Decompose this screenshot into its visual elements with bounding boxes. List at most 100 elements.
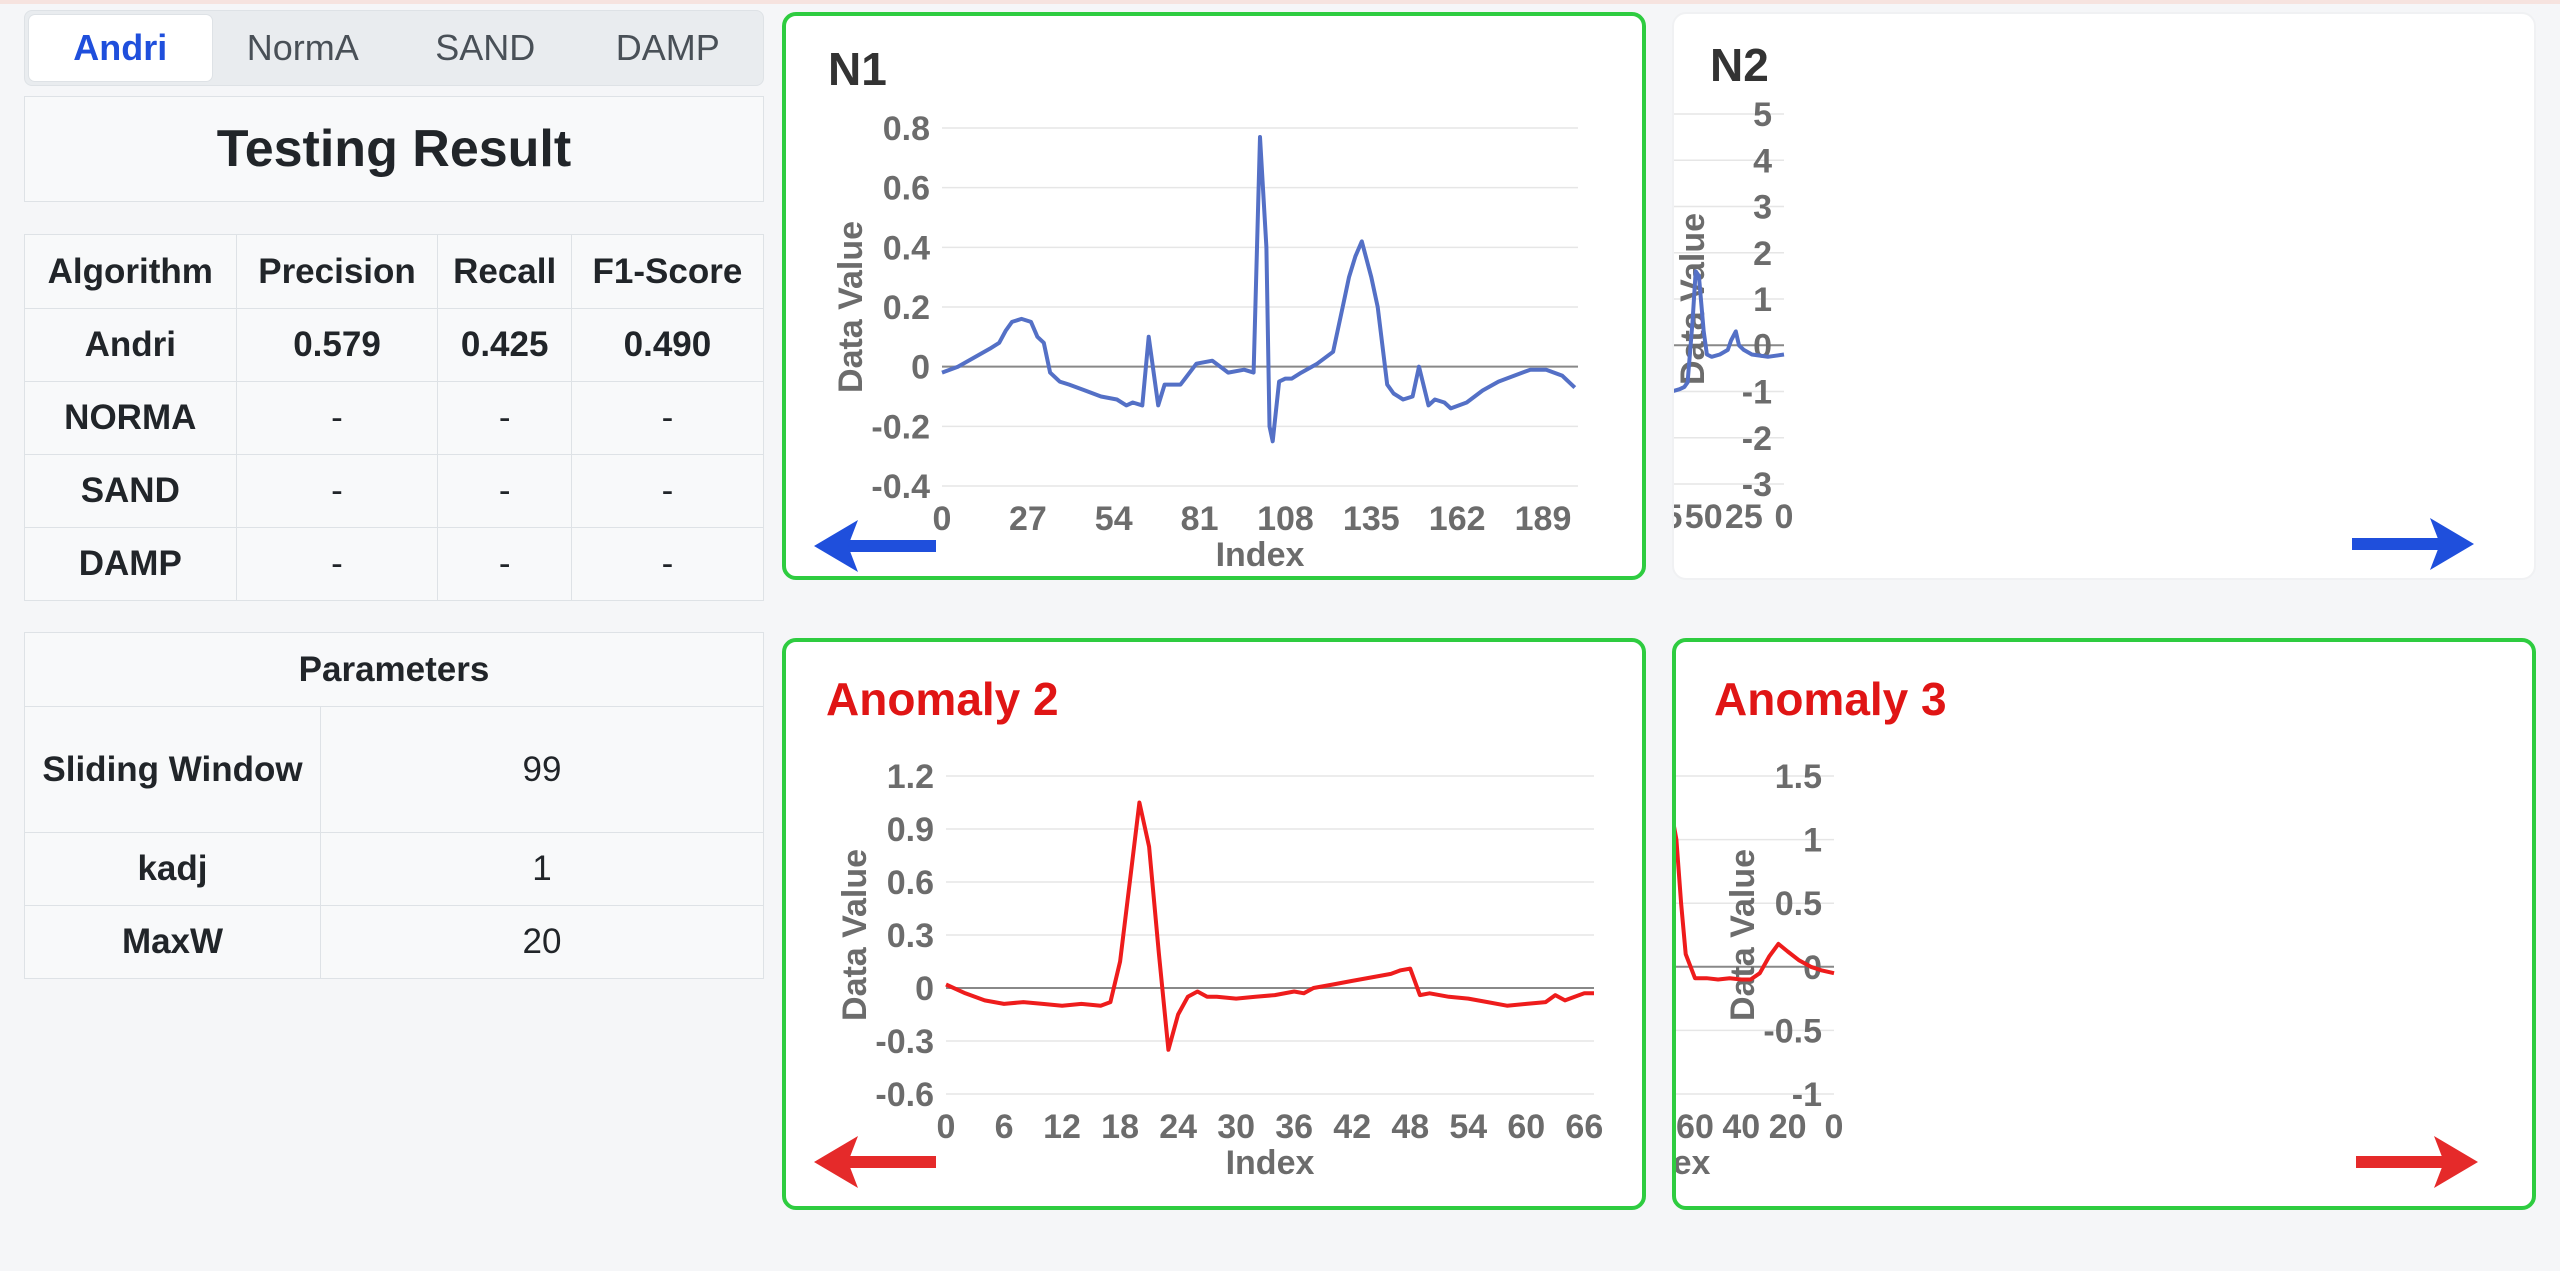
y-tick-label: 3 [1753,189,1772,227]
recall-value: - [437,454,572,528]
x-tick-label: 81 [1181,500,1219,538]
parameters-header-row: Parameters [24,632,764,707]
y-tick-label: 5 [1753,96,1772,134]
x-tick-label: 66 [1565,1108,1603,1146]
x-tick-label: 0 [1825,1108,1844,1146]
recall-value: - [437,527,572,601]
y-tick-label: 0 [911,349,930,387]
y-tick-label: 1.5 [1775,758,1822,796]
tab-sand[interactable]: SAND [435,27,536,68]
y-tick-label: -0.3 [875,1023,934,1061]
table-row: SAND - - - [24,454,765,528]
x-tick-label: 75 [1674,498,1682,536]
header-f1-score: F1-Score [570,234,765,309]
metrics-table: Algorithm Precision Recall F1-Score Andr… [24,234,765,601]
x-tick-label: 25 [1725,498,1763,536]
param-name: MaxW [24,905,321,979]
y-axis-label: Data Value [836,849,874,1021]
f1-score-value: - [570,527,765,601]
y-tick-label: 0.8 [883,110,930,148]
metrics-header-row: Algorithm Precision Recall F1-Score [24,234,765,309]
precision-value: - [235,527,439,601]
tab-norma[interactable]: NormA [246,27,359,68]
table-row: NORMA - - - [24,381,765,455]
chart-title-anomaly-3: Anomaly 3 [1714,673,1947,725]
x-tick-label: 18 [1101,1108,1139,1146]
param-name: Sliding Window [24,706,321,833]
y-tick-label: -0.6 [875,1076,934,1114]
x-tick-label: 0 [933,500,952,538]
f1-score-value: - [570,381,765,455]
chart-title-anomaly-2: Anomaly 2 [826,673,1059,725]
tab-andri[interactable]: Andri [29,15,212,81]
y-axis-label: Data Value [1724,849,1762,1021]
tab-damp[interactable]: DAMP [615,27,720,68]
y-tick-label: 4 [1753,142,1772,180]
x-axis-label: Index [1226,1144,1315,1182]
param-value: 1 [320,832,764,906]
x-tick-label: 0 [1775,498,1794,536]
chart-card-anomaly-3[interactable]: Anomaly 3 -1-0.500.511.50204060801001201… [1672,638,2536,1210]
y-tick-label: 2 [1753,235,1772,273]
arrow-left-icon[interactable] [814,520,936,572]
chart-n2: -3-2-10123450255075100125150175IndexData… [1674,96,2474,570]
x-axis-label: Index [1676,1144,1710,1182]
y-tick-label: -0.4 [871,468,930,506]
y-tick-label: 0.6 [887,864,934,902]
arrow-right-icon[interactable] [2352,518,2474,570]
series-line [945,800,1594,1052]
precision-value: 0.579 [235,308,439,382]
x-tick-label: 60 [1676,1108,1714,1146]
x-tick-label: 48 [1391,1108,1429,1146]
y-tick-label: -0.5 [1763,1012,1822,1050]
y-tick-label: 0.2 [883,289,930,327]
f1-score-value: - [570,454,765,528]
x-tick-label: 0 [937,1108,956,1146]
x-tick-label: 36 [1275,1108,1313,1146]
chart-anomaly-3: -1-0.500.511.5020406080100120140IndexDat… [1676,758,2478,1188]
param-name: kadj [24,832,321,906]
y-tick-label: 0.6 [883,170,930,208]
arrow-left-icon[interactable] [814,1136,936,1188]
y-tick-label: 0.4 [883,229,930,267]
chart-n1: -0.4 -0.2 0 0.2 0.4 0.6 0.8 0 27 54 81 108 135 162 189… [814,110,1578,574]
x-tick-label: 12 [1043,1108,1081,1146]
chart-card-n1[interactable]: N1 -0.4 -0.2 0 0.2 0.4 0.6 0.8 0 27 54 81 108 135 162… [782,12,1646,580]
algorithm-name: NORMA [24,381,237,455]
chart-card-anomaly-2[interactable]: Anomaly 2 -0.6 -0.3 0 0.3 0.6 0.9 1.2 0 6 12 18 24 3… [782,638,1646,1210]
x-tick-label: 40 [1722,1108,1760,1146]
recall-value: 0.425 [437,308,572,382]
y-tick-label: 0.3 [887,917,934,955]
table-row: kadj 1 [24,832,764,906]
arrow-right-icon[interactable] [2356,1136,2478,1188]
algorithm-name: DAMP [24,527,237,601]
x-tick-label: 54 [1449,1108,1487,1146]
x-tick-label: 24 [1159,1108,1197,1146]
y-tick-label: -3 [1742,466,1772,504]
y-tick-label: 0 [915,970,934,1008]
precision-value: - [235,381,439,455]
x-tick-label: 189 [1515,500,1572,538]
parameters-title: Parameters [24,632,764,707]
y-tick-label: -0.2 [871,408,930,446]
x-tick-label: 42 [1333,1108,1371,1146]
y-tick-label: 1 [1803,822,1822,860]
x-tick-label: 20 [1769,1108,1807,1146]
x-tick-label: 108 [1257,500,1314,538]
chart-card-n2[interactable]: N2 -3-2-10123450255075100125150175IndexD… [1672,12,2536,580]
x-tick-label: 50 [1685,498,1723,536]
chart-title-n2: N2 [1710,39,1769,91]
table-row: Sliding Window 99 [24,706,764,833]
precision-value: - [235,454,439,528]
table-row: DAMP - - - [24,527,765,601]
x-axis-label: Index [1216,536,1305,574]
param-value: 20 [320,905,764,979]
y-tick-label: -1 [1742,374,1772,412]
x-tick-label: 6 [995,1108,1014,1146]
y-tick-label: 0.5 [1775,885,1822,923]
header-precision: Precision [235,234,439,309]
testing-result-title: Testing Result [24,96,764,202]
param-value: 99 [320,706,764,833]
x-tick-label: 27 [1009,500,1047,538]
y-tick-label: 0 [1753,327,1772,365]
